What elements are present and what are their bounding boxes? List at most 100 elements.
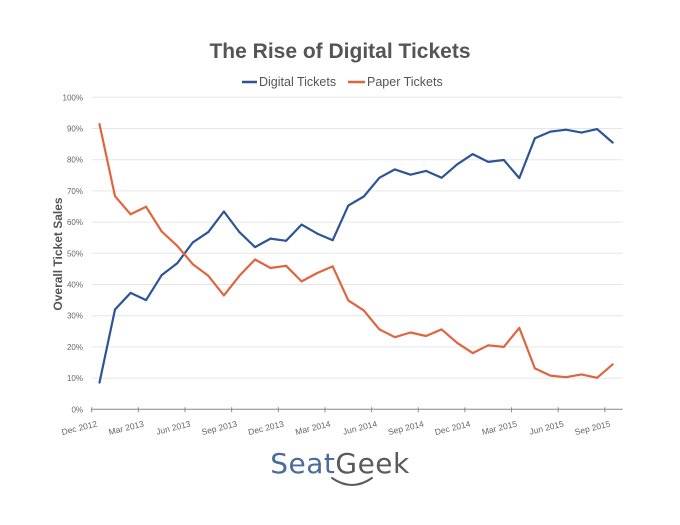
data-point-digital — [409, 173, 412, 176]
data-point-digital — [254, 246, 256, 249]
data-point-paper — [440, 328, 443, 331]
data-point-digital — [565, 128, 567, 131]
x-tick-label: Mar 2014 — [294, 418, 332, 436]
x-tick-label: Sep 2013 — [200, 418, 238, 437]
x-tick-label: Sep 2015 — [574, 418, 612, 437]
y-tick-label: 100% — [63, 93, 83, 102]
data-point-paper — [487, 344, 490, 347]
legend-label-paper: Paper Tickets — [367, 75, 443, 89]
legend: Digital Tickets Paper Tickets — [242, 75, 443, 89]
logo-geek: Geek — [335, 447, 410, 480]
y-tick-label: 20% — [67, 343, 83, 352]
data-point-digital — [487, 160, 490, 163]
series-line-digital — [98, 128, 614, 384]
data-point-paper — [316, 272, 319, 274]
data-point-paper — [207, 274, 210, 277]
data-point-paper — [222, 294, 225, 297]
data-point-paper — [129, 213, 132, 216]
data-point-digital — [502, 159, 505, 161]
data-point-digital — [596, 128, 599, 131]
data-point-digital — [269, 237, 272, 240]
data-point-paper — [191, 263, 194, 266]
y-tick-label: 50% — [67, 249, 83, 258]
data-point-paper — [254, 258, 256, 261]
data-point-digital — [580, 131, 583, 134]
x-tick-label: Dec 2013 — [247, 418, 285, 437]
data-point-digital — [285, 239, 288, 242]
data-point-paper — [331, 265, 334, 268]
x-tick-label: Mar 2015 — [481, 418, 519, 436]
data-point-digital — [316, 232, 319, 235]
data-point-paper — [518, 326, 521, 329]
logo-seat: Seat — [270, 447, 336, 480]
y-tick-label: 0% — [71, 405, 83, 414]
data-point-paper — [145, 205, 148, 208]
data-point-digital — [176, 262, 179, 265]
data-point-paper — [176, 244, 179, 247]
data-point-digital — [471, 153, 474, 156]
data-point-paper — [456, 341, 459, 344]
data-point-paper — [98, 123, 101, 126]
data-point-paper — [580, 373, 583, 376]
data-point-digital — [518, 177, 521, 180]
x-axis: Dec 2012 Mar 2013 Jun 2013 Sep 2013 Dec 2013… — [60, 407, 623, 437]
data-point-paper — [300, 280, 303, 283]
data-point-paper — [362, 309, 365, 312]
data-point-paper — [114, 195, 116, 198]
y-tick-label: 90% — [67, 125, 83, 134]
seatgeek-logo: SeatGeek — [0, 447, 680, 480]
data-point-digital — [238, 231, 241, 234]
legend-item-digital[interactable]: Digital Tickets — [242, 75, 336, 89]
x-tick-label: Jun 2013 — [155, 418, 192, 436]
y-tick-label: 60% — [67, 218, 83, 227]
y-axis: 0% 10% 20% 30% 40% 50% 60% 70% 80% 90% 100% — [63, 93, 83, 414]
chart-title: The Rise of Digital Tickets — [209, 40, 470, 63]
x-tick-label: Jun 2014 — [342, 418, 379, 436]
data-point-paper — [425, 335, 427, 337]
data-point-digital — [533, 137, 536, 140]
data-point-paper — [238, 274, 241, 277]
data-point-paper — [409, 331, 412, 334]
data-point-digital — [611, 141, 614, 144]
data-point-paper — [285, 264, 288, 267]
data-point-paper — [347, 299, 350, 302]
data-point-digital — [114, 308, 116, 311]
data-point-paper — [393, 336, 396, 339]
y-tick-label: 30% — [67, 312, 83, 321]
data-point-digital — [300, 223, 303, 226]
y-tick-label: 80% — [67, 156, 83, 165]
data-point-digital — [362, 195, 365, 198]
data-point-paper — [611, 363, 614, 366]
data-point-digital — [207, 231, 210, 234]
y-axis-label: Overall Ticket Sales — [51, 197, 65, 311]
data-point-digital — [393, 168, 396, 171]
x-tick-label: Mar 2013 — [108, 418, 146, 436]
data-point-digital — [440, 176, 443, 179]
legend-item-paper[interactable]: Paper Tickets — [348, 75, 443, 89]
data-point-digital — [347, 204, 350, 207]
data-point-paper — [502, 345, 505, 348]
series-line-paper — [98, 122, 614, 379]
data-point-paper — [269, 267, 272, 269]
gridlines — [91, 96, 623, 379]
data-point-digital — [378, 176, 381, 179]
data-point-paper — [549, 374, 552, 377]
x-tick-label: Jun 2015 — [528, 418, 565, 436]
data-point-paper — [378, 328, 381, 331]
series-lines — [98, 122, 614, 384]
y-tick-label: 70% — [67, 187, 83, 196]
data-point-digital — [331, 239, 334, 242]
data-point-digital — [222, 210, 225, 213]
data-point-paper — [565, 376, 567, 379]
data-point-digital — [191, 241, 194, 244]
y-tick-label: 40% — [67, 281, 83, 290]
data-point-digital — [456, 163, 459, 166]
data-point-digital — [98, 381, 101, 384]
data-point-digital — [145, 299, 148, 302]
data-point-paper — [533, 367, 536, 370]
data-point-digital — [129, 291, 132, 294]
data-point-digital — [160, 274, 163, 277]
y-tick-label: 10% — [67, 374, 83, 383]
data-point-digital — [425, 169, 427, 172]
